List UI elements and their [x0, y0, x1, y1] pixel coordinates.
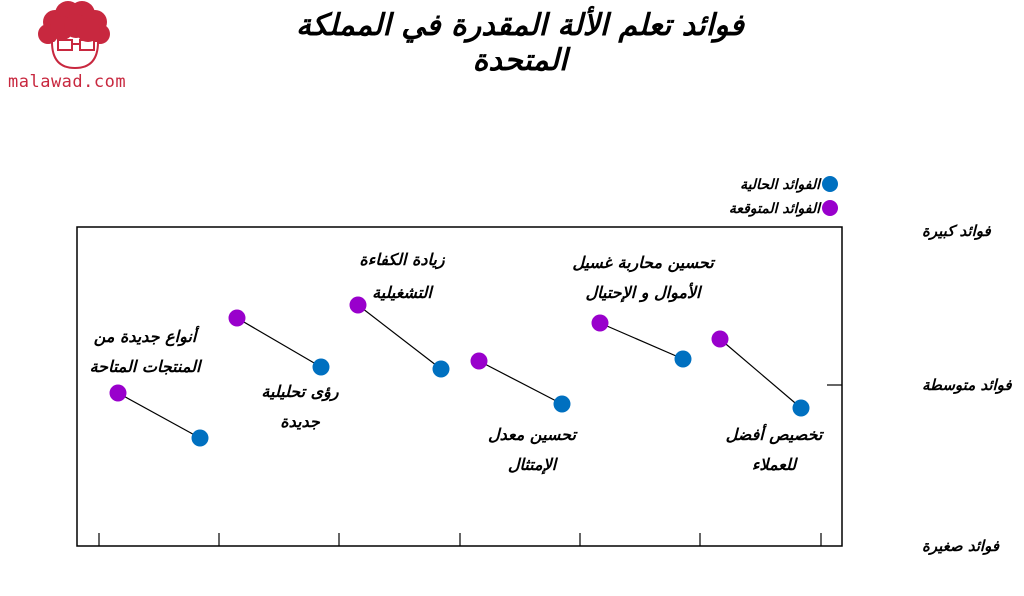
data-point	[711, 330, 729, 348]
category-label: جديدة	[280, 412, 321, 431]
data-point	[191, 429, 209, 447]
category-label: أنواع جديدة من	[94, 325, 200, 347]
plot-frame	[76, 226, 843, 547]
category-label: المنتجات المتاحة	[90, 357, 203, 376]
y-label-large: فوائد كبيرة	[922, 222, 992, 240]
legend-current-label: الفوائد الحالية	[740, 177, 822, 193]
series-current	[191, 350, 810, 447]
y-label-medium: فوائد متوسطة	[922, 376, 1012, 394]
data-point	[228, 309, 246, 327]
avatar-logo-icon	[38, 1, 110, 70]
category-label: الإمتثال	[508, 455, 559, 475]
data-point	[674, 350, 692, 368]
category-label: التشغيلية	[372, 283, 434, 302]
logo-text: malawad.com	[8, 72, 127, 92]
chart-title: فوائد تعلم الألة المقدرة في المملكة المت…	[296, 8, 744, 78]
data-point	[591, 314, 609, 332]
category-label: تحسين معدل	[488, 425, 578, 445]
category-label: تخصيص أفضل	[726, 423, 825, 445]
data-point	[553, 395, 571, 413]
legend-expected-label: الفوائد المتوقعة	[729, 201, 822, 217]
x-ticks	[98, 533, 822, 546]
category-label: زيادة الكفاءة	[359, 250, 445, 270]
category-label: رؤى تحليلية	[261, 382, 338, 402]
y-label-small: فوائد صغيرة	[922, 537, 1000, 555]
data-point	[109, 384, 127, 402]
legend: الفوائد الحالية الفوائد المتوقعة	[729, 176, 838, 217]
data-point	[432, 360, 450, 378]
category-label: للعملاء	[752, 455, 798, 474]
category-label: تحسين محاربة غسيل	[572, 253, 716, 273]
category-label: الأموال و الإحتيال	[586, 282, 704, 303]
data-point	[349, 296, 367, 314]
logo: malawad.com	[0, 0, 160, 100]
connector-lines	[117, 304, 802, 439]
legend-current-dot-icon	[822, 176, 838, 192]
data-point	[792, 399, 810, 417]
data-point	[470, 352, 488, 370]
data-point	[312, 358, 330, 376]
category-labels: أنواع جديدة من المنتجات المتاحة رؤى تحلي…	[90, 250, 825, 475]
legend-expected-dot-icon	[822, 200, 838, 216]
series-expected	[109, 296, 729, 402]
